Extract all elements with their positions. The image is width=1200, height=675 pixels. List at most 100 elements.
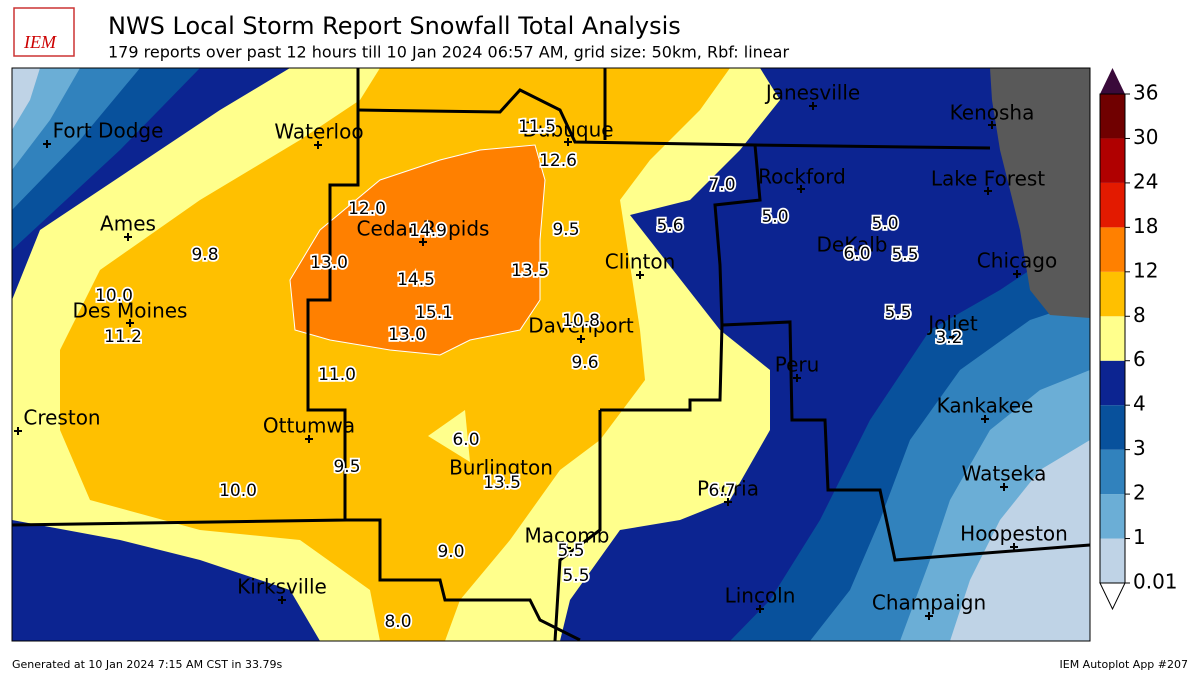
city-label: Waterloo — [274, 120, 363, 144]
snow-report: 5.5 — [891, 245, 918, 265]
snow-report: 5.5 — [562, 566, 589, 586]
snow-report: 12.6 — [539, 151, 577, 171]
city-label: Lake Forest — [931, 167, 1045, 191]
snow-report: 6.0 — [843, 244, 870, 264]
city-marker — [563, 544, 571, 552]
city-marker — [497, 476, 505, 484]
legend-tick-label: 3 — [1133, 436, 1146, 460]
legend-swatch — [1100, 271, 1125, 317]
city-label: Creston — [23, 406, 100, 430]
snow-report: 14.9 — [409, 221, 447, 241]
city-marker — [636, 271, 644, 279]
city-label: Kankakee — [937, 394, 1034, 418]
legend-tick-label: 30 — [1133, 125, 1158, 149]
legend-tick-label: 12 — [1133, 258, 1158, 282]
city-label: DeKalb — [817, 233, 888, 257]
city-marker — [305, 435, 313, 443]
legend-under — [1099, 582, 1126, 611]
city-label: Cedar Rapids — [357, 217, 490, 241]
legend-swatch — [1100, 227, 1125, 272]
snow-report: 6.0 — [452, 430, 479, 450]
city-marker — [124, 233, 132, 241]
city-marker — [949, 333, 957, 341]
city-label: Peru — [775, 353, 820, 377]
city-label: Dubuque — [522, 118, 613, 142]
city-label: Des Moines — [73, 299, 188, 323]
legend-swatch — [1100, 182, 1125, 228]
city-label: Clinton — [605, 250, 676, 274]
city-marker — [848, 253, 856, 261]
city-marker — [419, 238, 427, 246]
city-label: Lincoln — [725, 584, 796, 608]
snow-report: 9.8 — [191, 245, 218, 265]
city-marker — [126, 319, 134, 327]
footer-right: IEM Autoplot App #207 — [1060, 658, 1189, 671]
city-label: Chicago — [977, 249, 1057, 273]
logo: IEM — [13, 7, 75, 57]
snow-report: 10.0 — [219, 481, 257, 501]
city-marker — [756, 605, 764, 613]
snow-report: 11.0 — [318, 365, 356, 385]
snow-report: 13.0 — [310, 253, 348, 273]
city-label: Watseka — [962, 462, 1047, 486]
snow-report: 13.0 — [388, 325, 426, 345]
city-marker — [925, 612, 933, 620]
legend-swatch — [1100, 94, 1125, 139]
city-label: Fort Dodge — [53, 119, 164, 143]
city-label: Joliet — [926, 312, 978, 336]
city-marker — [314, 141, 322, 149]
city-label: Rockford — [758, 165, 846, 189]
legend-frame — [1099, 93, 1126, 584]
city-marker — [797, 185, 805, 193]
legend-swatch — [1100, 405, 1125, 450]
city-marker — [577, 335, 585, 343]
city-label: Davenport — [528, 314, 634, 338]
city-marker — [793, 374, 801, 382]
legend-swatch — [1100, 138, 1125, 183]
title: NWS Local Storm Report Snowfall Total An… — [108, 12, 681, 40]
snow-report: 10.0 — [95, 286, 133, 306]
snow-report: 13.5 — [483, 473, 521, 493]
footer-left: Generated at 10 Jan 2024 7:15 AM CST in … — [12, 658, 282, 671]
city-label: Ottumwa — [263, 414, 355, 438]
map-frame — [11, 67, 1091, 642]
logo-text: IEM — [23, 32, 57, 52]
city-marker — [1010, 543, 1018, 551]
city-marker — [43, 140, 51, 148]
snow-report: 5.0 — [871, 214, 898, 234]
snow-report: 11.5 — [518, 117, 556, 137]
snow-report: 5.5 — [884, 303, 911, 323]
snow-report: 5.6 — [656, 216, 683, 236]
legend-tick-label: 6 — [1133, 347, 1146, 371]
city-label: Champaign — [872, 591, 986, 615]
snow-report: 9.5 — [333, 457, 360, 477]
legend-swatch — [1100, 538, 1125, 583]
city-marker — [14, 427, 22, 435]
snow-report: 11.2 — [104, 327, 142, 347]
city-marker — [1013, 270, 1021, 278]
legend-swatch — [1100, 494, 1125, 539]
snow-report: 13.5 — [511, 261, 549, 281]
snow-report: 7.0 — [708, 175, 735, 195]
city-label: Janesville — [764, 81, 860, 105]
legend-tick-label: 1 — [1133, 525, 1146, 549]
city-label: Peoria — [697, 477, 759, 501]
legend-swatch — [1100, 316, 1125, 361]
city-label: Macomb — [525, 524, 610, 548]
snow-report: 9.0 — [437, 542, 464, 562]
subtitle: 179 reports over past 12 hours till 10 J… — [108, 43, 789, 62]
legend-swatch — [1100, 360, 1125, 406]
snow-report: 5.5 — [557, 541, 584, 561]
city-label: Kirksville — [237, 575, 327, 599]
snow-report: 9.5 — [552, 220, 579, 240]
snow-report: 10.8 — [562, 311, 600, 331]
snow-report: 15.1 — [415, 303, 453, 323]
snow-report: 5.0 — [761, 207, 788, 227]
legend-tick-label: 8 — [1133, 303, 1146, 327]
legend-swatch — [1100, 449, 1125, 495]
snow-report: 9.6 — [571, 353, 598, 373]
overlay: Fort Dodge Waterloo Dubuque Janesville Kenos… — [14, 68, 1178, 634]
legend-tick-label: 18 — [1133, 214, 1158, 238]
